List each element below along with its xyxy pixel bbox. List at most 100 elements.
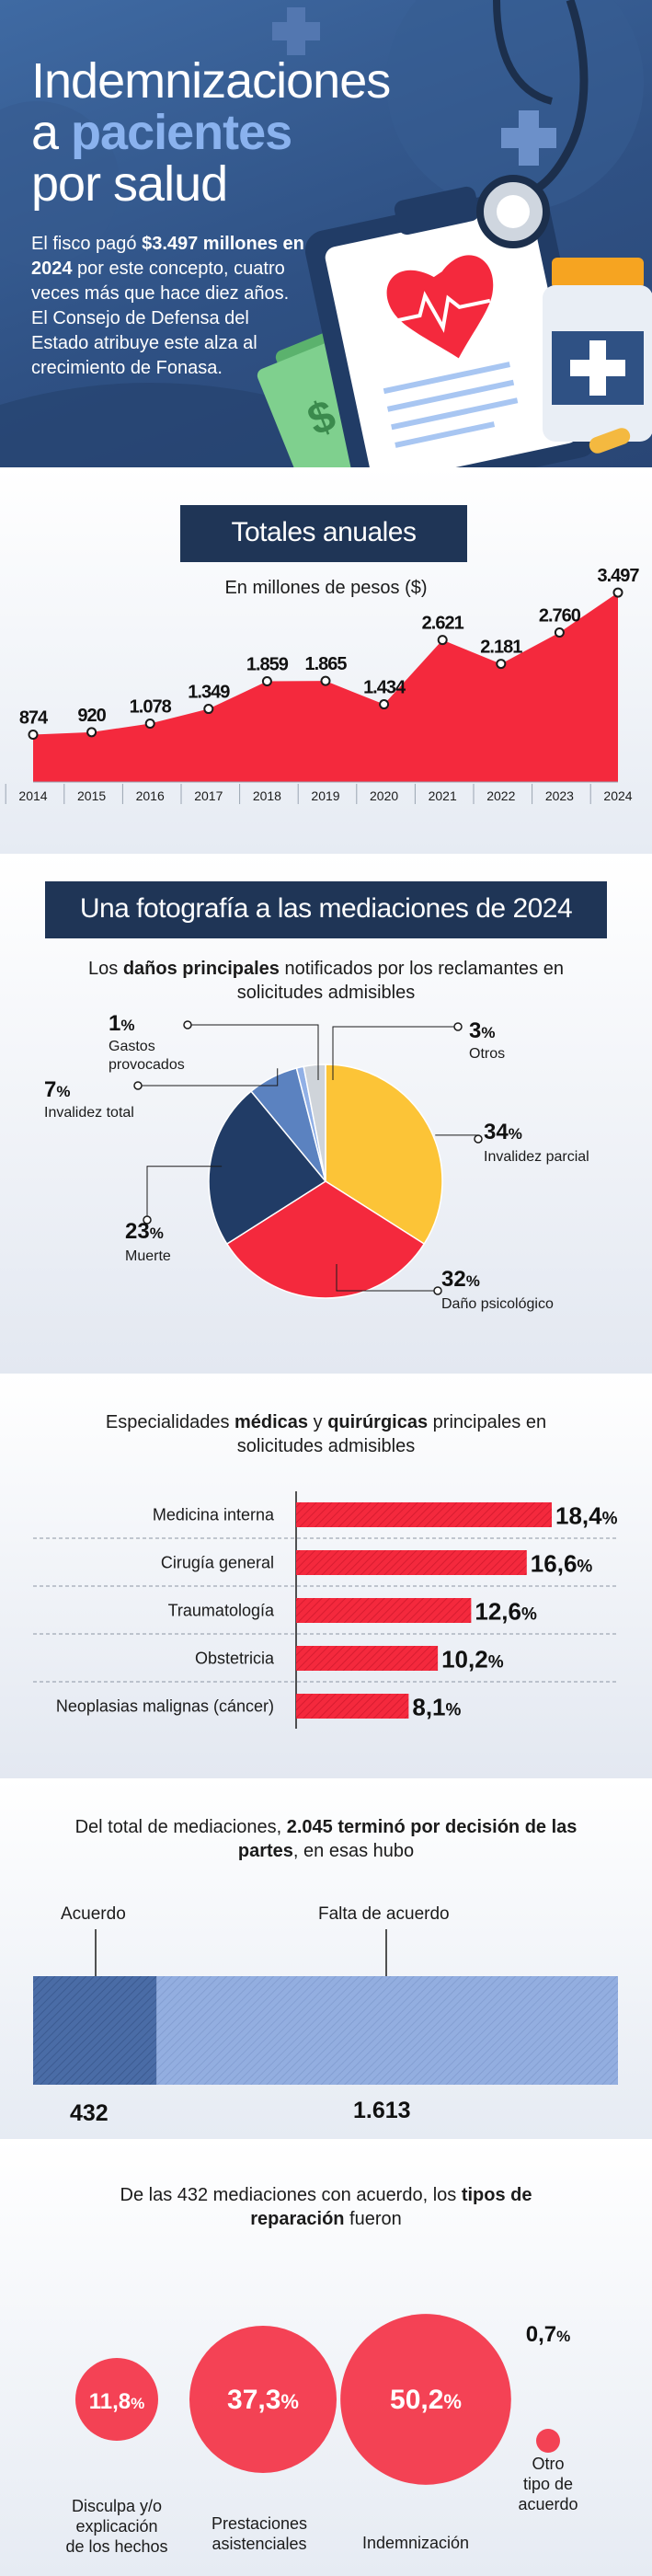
- x-tick-label: 2020: [370, 788, 398, 803]
- annual-totals-section: Totales anuales En millones de pesos ($)…: [0, 467, 652, 854]
- x-tick-label: 2015: [77, 788, 106, 803]
- data-label: 2.760: [539, 605, 581, 626]
- damages-section-title: Una fotografía a las mediaciones de 2024: [45, 881, 607, 938]
- specialties-title-pre: Especialidades: [105, 1412, 234, 1432]
- clipboard-icon: [304, 186, 599, 467]
- specialty-value-label: 10,2%: [441, 1646, 504, 1673]
- pie-percent-label: 32%: [441, 1267, 480, 1292]
- repair-name-label: Prestaciones: [212, 2514, 307, 2533]
- specialty-bar: [296, 1598, 472, 1623]
- no-agreement-value-label: 1.613: [353, 2098, 411, 2123]
- specialty-category-label: Traumatología: [168, 1602, 275, 1620]
- specialties-bar-chart: Medicina interna 18,4% Cirugía general 16,6…: [33, 1491, 618, 1729]
- pie-leader-dot: [453, 1022, 463, 1031]
- pie-name-label: provocados: [109, 1057, 185, 1073]
- pie-leader-line: [188, 1024, 319, 1080]
- hero-lead-text2: por este concepto, cuatro veces más que …: [31, 259, 290, 378]
- pie-percent-label: 7%: [44, 1077, 70, 1102]
- hero-title: Indemnizaciones a pacientes por salud: [31, 55, 463, 210]
- agreement-stacked-bar: Acuerdo Falta de acuerdo 432 1.613: [33, 1904, 618, 2126]
- x-tick-label: 2019: [311, 788, 339, 803]
- pie-name-label: Otros: [469, 1046, 505, 1062]
- pie-leader-line: [146, 1166, 223, 1220]
- specialty-value-label: 16,6%: [531, 1550, 593, 1578]
- data-label: 1.859: [246, 655, 289, 675]
- pie-leader-dot: [143, 1215, 152, 1225]
- data-point: [28, 730, 39, 741]
- pill-bottle-icon: [543, 258, 652, 454]
- agreement-title-post: , en esas hubo: [292, 1841, 415, 1861]
- repair-name-label: explicación: [75, 2517, 157, 2536]
- repair-title-bold: tipos de reparación: [250, 2185, 532, 2229]
- repair-bubble: [189, 2325, 337, 2474]
- pie-percent-label: 1%: [109, 1011, 134, 1036]
- specialty-bar: [296, 1694, 409, 1719]
- data-point: [320, 675, 331, 686]
- pie-leader-dot: [433, 1286, 442, 1295]
- repair-bubble-value: 37,3%: [227, 2385, 299, 2415]
- data-point: [144, 719, 155, 730]
- hero-section: $: [0, 0, 652, 467]
- hero-title-line1: Indemnizaciones: [31, 53, 391, 109]
- repair-title-pre: De las 432 mediaciones con acuerdo, los: [120, 2185, 462, 2205]
- hero-title-accent: pacientes: [71, 105, 292, 160]
- hero-lead-bold: $3.497 millones en 2024: [31, 234, 304, 279]
- x-tick-label: 2017: [194, 788, 223, 803]
- annual-totals-title: Totales anuales: [180, 505, 467, 562]
- repair-title: De las 432 mediaciones con acuerdo, los …: [0, 2183, 652, 2231]
- x-tick-label: 2018: [253, 788, 281, 803]
- specialty-value-label: 12,6%: [475, 1598, 537, 1626]
- specialty-category-label: Obstetricia: [195, 1650, 275, 1668]
- stethoscope-icon: [476, 0, 589, 248]
- data-label: 1.078: [130, 697, 172, 718]
- specialties-section: Especialidades médicas y quirúrgicas pri…: [0, 1374, 652, 1778]
- specialties-title-bold1: médicas: [234, 1412, 309, 1432]
- data-label: 2.621: [422, 614, 464, 634]
- damages-subtitle-post: notificados por los reclamantes en solic…: [236, 959, 564, 1003]
- annual-totals-subtitle: En millones de pesos ($): [224, 578, 428, 598]
- pie-leader-dot: [133, 1081, 143, 1090]
- medical-cross-icon-right: [501, 110, 556, 166]
- specialty-bar: [296, 1550, 527, 1575]
- repair-bubble: [340, 2314, 511, 2485]
- specialties-title-post: principales en solicitudes admisibles: [236, 1412, 547, 1456]
- specialties-title: Especialidades médicas y quirúrgicas pri…: [0, 1410, 652, 1458]
- medical-cross-icon: [272, 7, 320, 55]
- hero-title-a: a: [31, 105, 72, 160]
- data-point: [496, 659, 507, 670]
- annual-totals-chart: 2014 2015 2016 2017 2018 2019 2020 2021 2022 2023…: [5, 566, 640, 804]
- hero-title-line3: por salud: [31, 156, 228, 212]
- no-agreement-series-label: Falta de acuerdo: [318, 1904, 450, 1924]
- pie-name-label: Daño psicológico: [441, 1296, 554, 1312]
- agreement-section: Del total de mediaciones, 2.045 terminó …: [0, 1778, 652, 2139]
- specialty-value-label: 18,4%: [555, 1502, 618, 1530]
- no-agreement-bar-segment: [156, 1976, 618, 2085]
- damages-subtitle: Los daños principales notificados por lo…: [0, 957, 652, 1005]
- specialties-title-mid: y: [308, 1412, 328, 1432]
- pie-leader-line: [138, 1068, 279, 1087]
- specialty-bar: [296, 1646, 439, 1671]
- repair-bubble-value: 11,8%: [89, 2389, 145, 2414]
- agreement-title-bold: 2.045 terminó por decisión de las partes: [237, 1817, 578, 1861]
- repair-bubble: [536, 2429, 560, 2453]
- x-tick-label: 2022: [486, 788, 515, 803]
- repair-name-label: Disculpa y/o: [72, 2497, 162, 2515]
- x-tick-label: 2024: [603, 788, 632, 803]
- data-point: [379, 699, 390, 710]
- pie-name-label: Invalidez total: [44, 1105, 134, 1121]
- repair-name-label: tipo de: [523, 2475, 573, 2493]
- repair-name-label: Otro: [532, 2455, 564, 2473]
- specialty-category-label: Neoplasias malignas (cáncer): [56, 1697, 274, 1716]
- damages-pie-chart: 34% Invalidez parcial 32% Daño psicológico 2…: [44, 1011, 589, 1312]
- repair-bubble-value: 50,2%: [390, 2385, 462, 2415]
- x-tick-label: 2014: [18, 788, 47, 803]
- repair-name-label: Indemnización: [362, 2534, 469, 2552]
- agreement-value-label: 432: [70, 2100, 109, 2126]
- data-label: 1.349: [188, 683, 230, 703]
- data-label: 2.181: [480, 638, 522, 658]
- specialty-category-label: Medicina interna: [153, 1506, 275, 1524]
- data-point: [86, 727, 97, 738]
- pie-slice: [208, 1090, 327, 1246]
- data-label: 920: [77, 706, 106, 726]
- data-point: [261, 676, 272, 687]
